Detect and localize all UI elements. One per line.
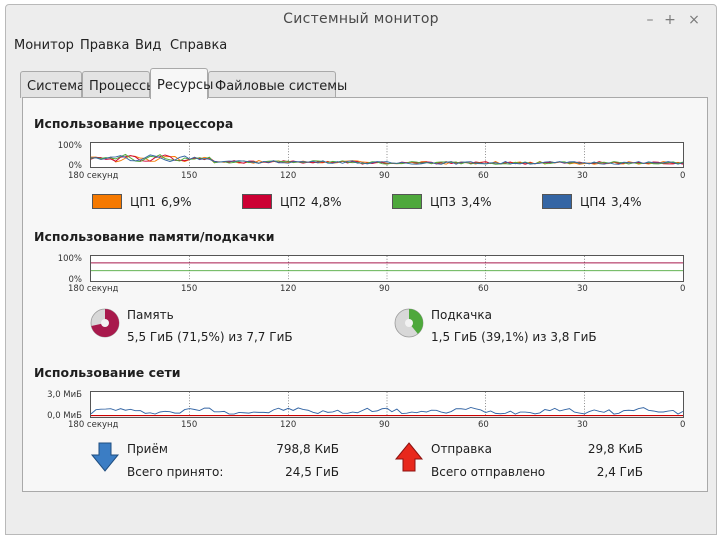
memory-value: 5,5 ГиБ (71,5%) из 7,7 ГиБ [127,330,293,344]
pie-center [101,319,109,327]
minimize-button[interactable]: – [646,12,654,28]
time-tick-label: 150 [181,171,198,181]
network-history-graph [90,391,684,418]
time-tick-label: 120 [280,284,297,294]
memory-label: Память [127,308,174,322]
system-monitor-window: Системный монитор – + × Монитор Правка В… [5,4,717,535]
network-y-bottom: 0,0 МиБ [47,411,82,421]
time-tick-label: 120 [280,171,297,181]
cpu-y-bottom: 0% [68,161,83,171]
cpu1-value: 6,9% [161,195,192,209]
time-tick-label: 30 [577,284,588,294]
time-tick-label: 150 [181,420,198,430]
network-section-title: Использование сети [34,365,181,380]
cpu3-name: ЦП3 [430,195,456,209]
time-tick-label: 0 [680,171,686,181]
send-label: Отправка [431,442,492,456]
tab-system[interactable]: Система [20,71,85,98]
receive-total-value: 24,5 ГиБ [285,465,339,479]
send-total-value: 2,4 ГиБ [596,465,643,479]
cpu-history-graph [90,142,684,168]
close-button[interactable]: × [688,12,700,28]
tab-processes[interactable]: Процессы [82,71,156,98]
cpu4-color-swatch[interactable] [542,194,572,209]
cpu2-color-swatch[interactable] [242,194,272,209]
tab-filesystems[interactable]: Файловые системы [208,71,347,98]
memory-pie-chart [90,308,120,338]
time-tick-label: 120 [280,420,297,430]
cpu-section-title: Использование процессора [34,116,234,131]
time-tick-label: 60 [478,284,489,294]
time-tick-label: 90 [379,420,390,430]
time-tick-label: 180 секунд [68,284,119,294]
swap-pie-chart [394,308,424,338]
cpu2-value: 4,8% [311,195,342,209]
network-y-top: 3,0 МиБ [47,390,82,400]
menu-monitor[interactable]: Монитор [14,38,74,53]
window-title: Системный монитор [283,11,439,27]
time-tick-label: 30 [577,171,588,181]
send-total-label: Всего отправлено [431,465,546,479]
pie-slice [409,309,424,334]
time-tick-label: 0 [680,420,686,430]
menu-view[interactable]: Вид [135,38,162,53]
swap-label: Подкачка [431,308,492,322]
cpu1-color-swatch[interactable] [92,194,122,209]
cpu4-name: ЦП4 [580,195,606,209]
cpu2-name: ЦП2 [280,195,306,209]
cpu3-color-swatch[interactable] [392,194,422,209]
cpu1-name: ЦП1 [130,195,156,209]
memory-y-top: 100% [57,254,82,264]
time-tick-label: 180 секунд [68,420,119,430]
network-receive-line [91,406,683,415]
swap-value: 1,5 ГиБ (39,1%) из 3,8 ГиБ [431,330,597,344]
menubar: Монитор Правка Вид Справка [6,35,716,57]
tab-resources[interactable]: Ресурсы [150,68,213,99]
menu-help[interactable]: Справка [170,38,228,53]
time-tick-label: 90 [379,171,390,181]
upload-arrow-icon [394,442,424,472]
time-tick-label: 30 [577,420,588,430]
receive-rate: 798,8 КиБ [276,442,339,456]
cpu3-value: 3,4% [461,195,492,209]
send-rate: 29,8 КиБ [587,442,643,456]
time-tick-label: 180 секунд [68,171,119,181]
time-tick-label: 90 [379,284,390,294]
menu-edit[interactable]: Правка [80,38,130,53]
time-tick-label: 150 [181,284,198,294]
cpu-y-top: 100% [57,141,82,151]
cpu-core-line [91,154,683,165]
time-tick-label: 0 [680,284,686,294]
memory-history-graph [90,255,684,282]
time-tick-label: 60 [478,420,489,430]
memory-y-bottom: 0% [68,275,83,285]
receive-label: Приём [127,442,168,456]
time-tick-label: 60 [478,171,489,181]
download-arrow-icon [90,442,120,472]
memory-section-title: Использование памяти/подкачки [34,229,275,244]
cpu4-value: 3,4% [611,195,642,209]
receive-total-label: Всего принято: [127,465,224,479]
resources-panel: Использование процессора 100% 0% 180 сек… [22,97,708,492]
titlebar[interactable]: Системный монитор – + × [6,5,716,35]
pie-center [405,319,413,327]
maximize-button[interactable]: + [664,12,676,28]
